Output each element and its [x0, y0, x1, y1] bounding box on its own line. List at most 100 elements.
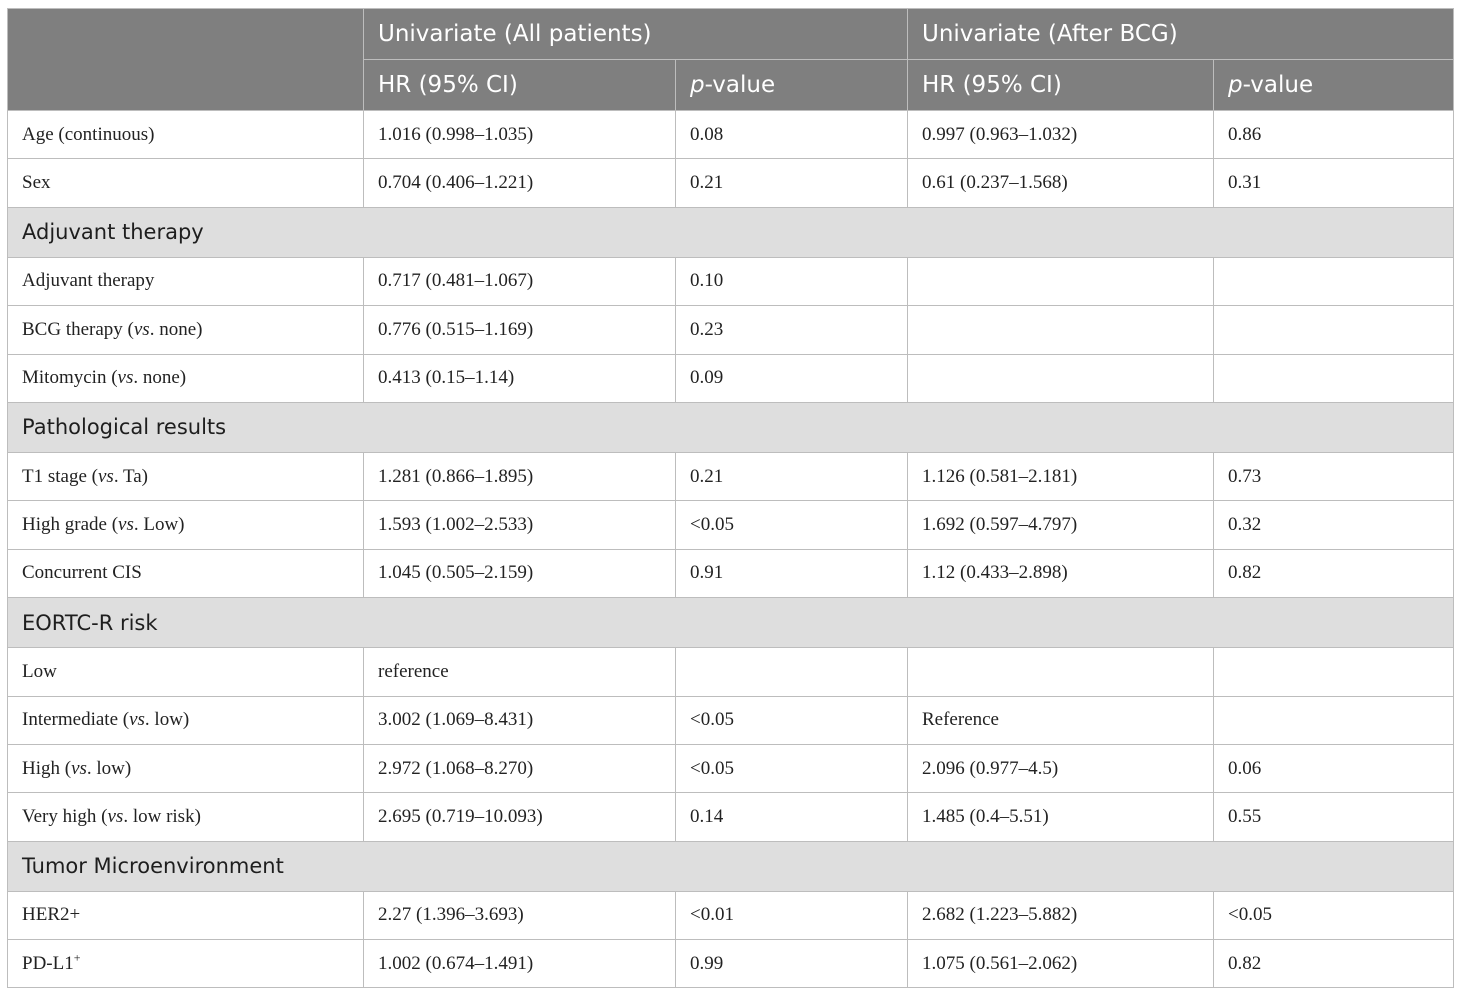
section-row-tme: Tumor Microenvironment	[7, 840, 1454, 892]
hr-all-cell: 0.413 (0.15–1.14)	[363, 353, 676, 403]
results-table: Univariate (All patients) Univariate (Af…	[7, 8, 1454, 989]
header-row-groups: Univariate (All patients) Univariate (Af…	[7, 8, 1454, 111]
label-text: . Ta)	[113, 465, 149, 487]
p-all-cell	[675, 647, 908, 697]
p-suffix: -value	[1242, 72, 1314, 98]
label-italic: vs	[71, 757, 87, 779]
header-empty-cell	[7, 8, 364, 111]
p-bcg-cell: 0.82	[1213, 939, 1454, 989]
p-bcg-cell: 0.82	[1213, 548, 1454, 599]
hr-all-cell: 0.776 (0.515–1.169)	[363, 305, 676, 355]
p-bcg-cell	[1213, 647, 1454, 697]
label-italic: vs	[118, 514, 134, 536]
hr-all-cell: 2.972 (1.068–8.270)	[363, 743, 676, 794]
p-bcg-cell	[1213, 256, 1454, 307]
table-row-sex: Sex 0.704 (0.406–1.221) 0.21 0.61 (0.237…	[7, 158, 1454, 208]
p-bcg-cell: 0.55	[1213, 792, 1454, 842]
p-all-cell: <0.01	[675, 890, 908, 941]
header-p-all: p-value	[675, 59, 908, 111]
table-row-intermediate: Intermediate (vs. low) 3.002 (1.069–8.43…	[7, 695, 1454, 745]
label-italic: vs	[97, 465, 114, 487]
row-label: High (vs. low)	[7, 743, 364, 794]
hr-bcg-cell	[907, 647, 1214, 697]
header-group-all-patients: Univariate (All patients)	[363, 8, 908, 60]
p-all-cell: 0.99	[675, 939, 908, 989]
hr-bcg-cell: 1.692 (0.597–4.797)	[907, 500, 1214, 550]
label-italic: vs	[133, 318, 150, 340]
table-row-t1: T1 stage (vs. Ta) 1.281 (0.866–1.895) 0.…	[7, 451, 1454, 502]
header-p-bcg: p-value	[1213, 59, 1454, 111]
p-all-cell: 0.21	[675, 451, 908, 502]
p-all-cell: <0.05	[675, 743, 908, 794]
section-title: Adjuvant therapy	[7, 206, 1454, 258]
label-superscript: +	[73, 950, 81, 965]
row-label: HER2+	[7, 890, 364, 941]
table-row-very-high: Very high (vs. low risk) 2.695 (0.719–10…	[7, 792, 1454, 842]
p-all-cell: 0.10	[675, 256, 908, 307]
table-row-high-grade: High grade (vs. Low) 1.593 (1.002–2.533)…	[7, 500, 1454, 550]
hr-bcg-cell: 0.61 (0.237–1.568)	[907, 158, 1214, 208]
table-body: Age (continuous) 1.016 (0.998–1.035) 0.0…	[7, 109, 1454, 989]
hr-bcg-cell: Reference	[907, 695, 1214, 745]
row-label: Concurrent CIS	[7, 548, 364, 599]
hr-bcg-cell: 2.682 (1.223–5.882)	[907, 890, 1214, 941]
p-bcg-cell	[1213, 305, 1454, 355]
label-text: Mitomycin (	[22, 367, 118, 389]
section-title: EORTC-R risk	[7, 597, 1454, 649]
label-text: . none)	[133, 367, 187, 389]
label-text: . low)	[144, 709, 190, 731]
p-suffix: -value	[704, 72, 776, 98]
hr-bcg-cell: 1.075 (0.561–2.062)	[907, 939, 1214, 989]
p-bcg-cell: 0.32	[1213, 500, 1454, 550]
label-italic: vs	[107, 805, 124, 827]
row-label: BCG therapy (vs. none)	[7, 305, 364, 355]
section-title: Pathological results	[7, 401, 1454, 453]
table-row-high: High (vs. low) 2.972 (1.068–8.270) <0.05…	[7, 743, 1454, 794]
label-text: . low risk)	[123, 805, 201, 827]
p-bcg-cell: 0.86	[1213, 109, 1454, 160]
hr-all-cell: 3.002 (1.069–8.431)	[363, 695, 676, 745]
hr-all-cell: 2.27 (1.396–3.693)	[363, 890, 676, 941]
table-header: Univariate (All patients) Univariate (Af…	[7, 8, 1454, 111]
p-all-cell: 0.23	[675, 305, 908, 355]
header-row-columns: HR (95% CI) p-value HR (95% CI) p-value	[8, 59, 1454, 111]
p-bcg-cell: 0.73	[1213, 451, 1454, 502]
table-row-pdl1: PD-L1+ 1.002 (0.674–1.491) 0.99 1.075 (0…	[7, 939, 1454, 989]
label-text: Very high (	[22, 805, 108, 827]
p-all-cell: <0.05	[675, 695, 908, 745]
row-label: Adjuvant therapy	[7, 256, 364, 307]
hr-bcg-cell: 1.126 (0.581–2.181)	[907, 451, 1214, 502]
row-label: Low	[7, 647, 364, 697]
hr-all-cell: 1.045 (0.505–2.159)	[363, 548, 676, 599]
hr-all-cell: 1.002 (0.674–1.491)	[363, 939, 676, 989]
hr-all-cell: 1.593 (1.002–2.533)	[363, 500, 676, 550]
hr-all-cell: 2.695 (0.719–10.093)	[363, 792, 676, 842]
hr-bcg-cell: 1.12 (0.433–2.898)	[907, 548, 1214, 599]
p-bcg-cell: <0.05	[1213, 890, 1454, 941]
p-all-cell: 0.09	[675, 353, 908, 403]
label-italic: vs	[117, 367, 134, 389]
hr-bcg-cell: 2.096 (0.977–4.5)	[907, 743, 1214, 794]
p-italic: p	[690, 72, 705, 98]
section-row-adjuvant: Adjuvant therapy	[7, 206, 1454, 258]
p-all-cell: 0.14	[675, 792, 908, 842]
hr-bcg-cell: 0.997 (0.963–1.032)	[907, 109, 1214, 160]
hr-all-cell: 1.281 (0.866–1.895)	[363, 451, 676, 502]
hr-all-cell: 0.717 (0.481–1.067)	[363, 256, 676, 307]
table-row-bcg: BCG therapy (vs. none) 0.776 (0.515–1.16…	[7, 305, 1454, 355]
p-bcg-cell: 0.06	[1213, 743, 1454, 794]
section-title: Tumor Microenvironment	[7, 840, 1454, 892]
section-row-eortc: EORTC-R risk	[7, 597, 1454, 649]
row-label: PD-L1+	[7, 939, 364, 989]
section-row-pathological: Pathological results	[7, 401, 1454, 453]
label-text: . low)	[86, 757, 132, 779]
hr-all-cell: reference	[363, 647, 676, 697]
label-text: PD-L1	[22, 952, 74, 974]
p-all-cell: <0.05	[675, 500, 908, 550]
label-italic: vs	[129, 709, 145, 731]
label-text: Intermediate (	[22, 709, 130, 731]
row-label: Intermediate (vs. low)	[7, 695, 364, 745]
table-row-adjuvant: Adjuvant therapy 0.717 (0.481–1.067) 0.1…	[7, 256, 1454, 307]
hr-bcg-cell	[907, 256, 1214, 307]
p-all-cell: 0.08	[675, 109, 908, 160]
